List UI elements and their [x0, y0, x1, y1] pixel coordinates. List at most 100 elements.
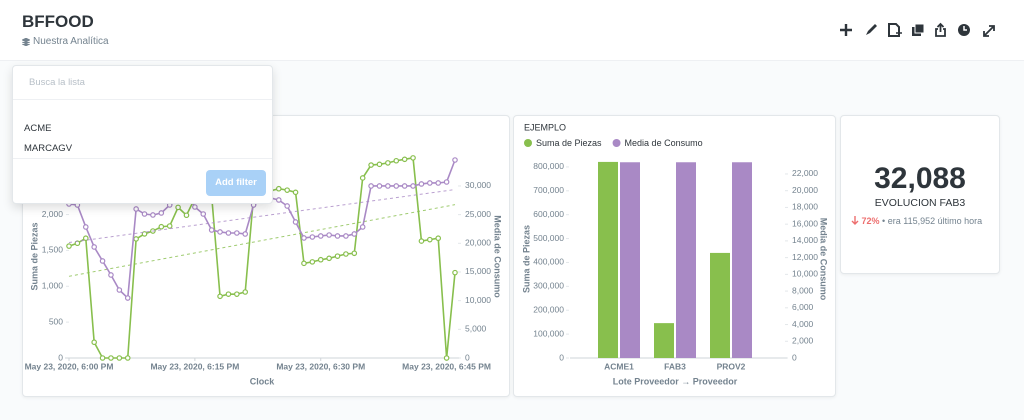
- y2-tick-label: 10,000: [465, 295, 491, 305]
- collection-icon: [22, 38, 30, 46]
- y-tick-label: 400,000: [533, 257, 564, 267]
- filter-popover: Busca la lista ACME MARCAGV Add filter: [12, 65, 273, 204]
- data-point: [124, 355, 131, 361]
- y-tick-label: 1,500: [42, 245, 64, 255]
- data-point: [368, 183, 374, 189]
- data-point: [452, 157, 458, 163]
- y2-tick-label: 20,000: [792, 185, 818, 195]
- data-point: [334, 233, 341, 239]
- data-point: [343, 251, 349, 257]
- data-point: [326, 232, 332, 238]
- y2-axis-label: Media de Consumo: [819, 218, 829, 301]
- share-icon[interactable]: [935, 22, 946, 37]
- data-point: [326, 255, 332, 262]
- data-point: [435, 235, 442, 242]
- y2-tick-label: 18,000: [792, 202, 818, 212]
- edit-icon[interactable]: [866, 24, 877, 35]
- data-point: [91, 339, 97, 346]
- x-tick-label: PROV2: [717, 361, 746, 371]
- y-tick-label: 1,000: [42, 281, 64, 291]
- legend-swatch: [524, 139, 532, 147]
- data-point: [427, 180, 433, 186]
- data-point: [385, 183, 391, 189]
- data-point: [200, 211, 207, 217]
- data-point: [410, 155, 416, 161]
- data-point: [183, 212, 190, 219]
- filter-option[interactable]: ACME: [24, 123, 52, 134]
- legend-label: Media de Consumo: [625, 138, 703, 148]
- data-point: [385, 160, 391, 166]
- y2-tick-label: 5,000: [465, 324, 487, 334]
- y-tick-label: 700,000: [533, 185, 564, 195]
- scalar-value: 32,088: [874, 162, 966, 195]
- data-point: [158, 210, 165, 216]
- trend-line: [68, 189, 456, 244]
- x-tick-label: May 23, 2020, 6:15 PM: [150, 361, 239, 371]
- y2-tick-label: 8,000: [792, 285, 814, 295]
- y2-tick-label: 0: [792, 352, 797, 362]
- revisions-icon[interactable]: [888, 23, 902, 37]
- bar: [710, 252, 730, 358]
- y-tick-label: 300,000: [533, 281, 564, 291]
- add-filter-button[interactable]: Add filter: [206, 170, 266, 196]
- bar: [598, 161, 618, 358]
- y2-axis-label: Media de Consumo: [493, 215, 503, 298]
- data-point: [99, 355, 106, 361]
- data-point: [393, 157, 400, 164]
- y2-tick-label: 22,000: [792, 168, 818, 178]
- y-tick-label: 0: [58, 352, 63, 362]
- data-point: [108, 355, 114, 361]
- y-axis-label: Suma de Piezas: [29, 222, 39, 290]
- y-tick-label: 500: [49, 316, 63, 326]
- search-placeholder: Busca la lista: [29, 77, 85, 88]
- search-box[interactable]: Busca la lista: [13, 66, 272, 100]
- collection-name[interactable]: Nuestra Analítica: [33, 36, 109, 47]
- separator: •: [882, 216, 886, 226]
- data-point: [317, 233, 324, 239]
- toolbar: [840, 22, 995, 37]
- copy-icon[interactable]: [912, 23, 925, 36]
- y2-tick-label: 2,000: [792, 336, 814, 346]
- data-point: [150, 212, 156, 218]
- refresh-icon[interactable]: [958, 24, 970, 36]
- scalar-comparison: 72% • era 115,952 último hora: [851, 216, 982, 226]
- bar: [620, 162, 640, 358]
- data-point: [317, 256, 324, 263]
- data-point: [351, 231, 358, 237]
- x-tick-label: May 23, 2020, 6:00 PM: [25, 361, 114, 371]
- data-point: [418, 238, 425, 244]
- bar: [732, 162, 752, 358]
- data-point: [275, 185, 282, 192]
- trend-line: [68, 204, 456, 277]
- y2-tick-label: 4,000: [792, 319, 814, 329]
- data-point: [309, 234, 316, 240]
- data-point: [359, 175, 366, 181]
- data-point: [284, 203, 290, 209]
- scalar-period: último hora: [937, 216, 983, 226]
- legend-label: Suma de Piezas: [536, 138, 602, 148]
- data-point: [376, 161, 383, 168]
- filter-option[interactable]: MARCAGV: [24, 143, 73, 154]
- data-point: [158, 223, 165, 230]
- data-point: [234, 230, 240, 236]
- y-tick-label: 500,000: [533, 233, 564, 243]
- y-tick-label: 2,000: [42, 209, 64, 219]
- data-point: [418, 181, 425, 187]
- scalar-card: 32,088 EVOLUCION FAB3 72% • era 115,952 …: [840, 115, 1000, 274]
- y2-tick-label: 0: [465, 352, 470, 362]
- data-point: [217, 293, 223, 300]
- y2-tick-label: 10,000: [792, 269, 818, 279]
- add-icon[interactable]: [840, 24, 852, 36]
- x-tick-label: May 23, 2020, 6:30 PM: [276, 361, 365, 371]
- fullscreen-icon[interactable]: [983, 25, 995, 37]
- data-point: [234, 291, 240, 297]
- data-point: [452, 269, 458, 276]
- data-point: [343, 233, 349, 239]
- scalar-previous: era 115,952: [887, 216, 936, 226]
- data-point: [410, 183, 416, 189]
- x-axis-label: Clock: [250, 376, 276, 386]
- y-axis-label: Suma de Piezas: [521, 225, 531, 293]
- data-point: [192, 204, 198, 210]
